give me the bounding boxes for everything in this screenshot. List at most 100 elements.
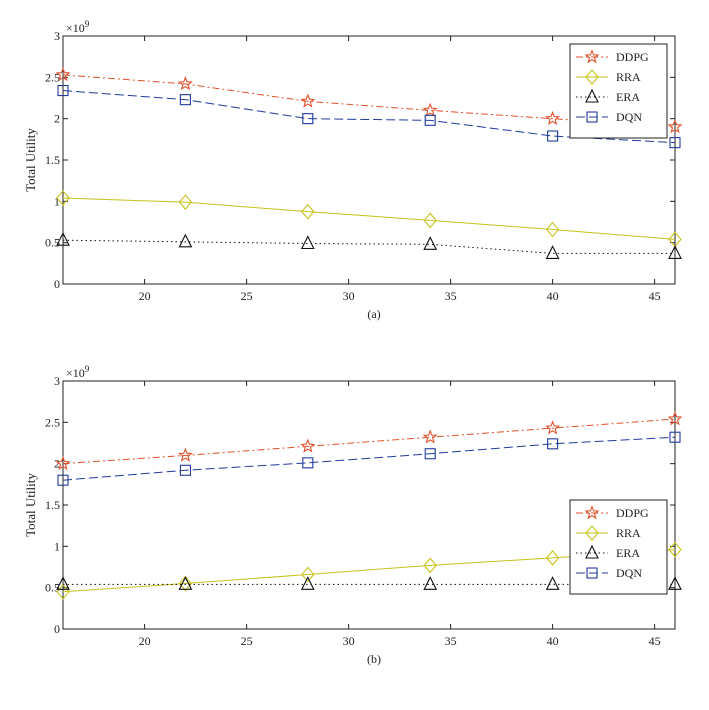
data-point-dqn-square-marker bbox=[302, 457, 314, 469]
legend-box bbox=[569, 499, 668, 595]
series-ddpg bbox=[55, 411, 683, 471]
data-point-ddpg-star-marker bbox=[667, 411, 683, 426]
y-axis-label: Total Utility bbox=[23, 128, 38, 192]
data-point-dqn-square-marker bbox=[57, 85, 69, 97]
data-point-rra-diamond-marker bbox=[423, 212, 437, 229]
data-point-era-triangle-marker bbox=[423, 576, 438, 590]
data-point-era-triangle-marker bbox=[545, 576, 560, 590]
y-exponent: 9 bbox=[85, 364, 90, 374]
data-point-ddpg-star-marker bbox=[177, 76, 193, 91]
subplot-a: 20 25 30 35 40 45 0 0.5 1 1.5 2 2.5 3 ×109 Total Utili… bbox=[23, 19, 683, 321]
data-point-rra-diamond-marker bbox=[301, 566, 315, 583]
data-point-era-triangle-marker bbox=[668, 576, 682, 590]
data-point-era-triangle-marker bbox=[668, 245, 682, 259]
y-tick-label: 0.5 bbox=[45, 236, 60, 250]
data-point-ddpg-star-marker bbox=[545, 420, 561, 435]
y-tick-label: 0 bbox=[54, 277, 60, 291]
series-rra bbox=[56, 190, 682, 248]
legend-label: DDPG bbox=[616, 50, 649, 64]
data-point-ddpg-star-marker bbox=[55, 455, 71, 471]
legend-label: DQN bbox=[616, 566, 642, 580]
legend-label: DQN bbox=[616, 110, 642, 124]
data-point-rra-diamond-marker bbox=[301, 203, 315, 220]
data-point-ddpg-star-marker bbox=[300, 93, 316, 108]
data-point-era-triangle-marker bbox=[56, 231, 70, 246]
x-tick-label: 20 bbox=[139, 634, 151, 648]
y-tick-label: 2.5 bbox=[45, 70, 60, 84]
series-line-rra bbox=[62, 197, 676, 240]
legend-star-marker bbox=[584, 505, 600, 520]
data-point-era-triangle-marker bbox=[56, 576, 70, 590]
legend-square-marker bbox=[586, 111, 598, 123]
y-tick-label: 3 bbox=[54, 29, 60, 43]
x-tick-label: 40 bbox=[547, 289, 559, 303]
x-tick-label: 20 bbox=[139, 289, 151, 303]
y-axis-label: Total Utility bbox=[23, 473, 38, 537]
legend: DDPG RRA ERA DQN bbox=[569, 499, 668, 595]
data-point-ddpg-star-marker bbox=[55, 67, 71, 82]
x-tick-label: 45 bbox=[649, 634, 661, 648]
y-tick-label: 0.5 bbox=[45, 581, 60, 595]
legend-triangle-marker bbox=[585, 88, 599, 103]
x-tick-label: 45 bbox=[649, 289, 661, 303]
legend-label: RRA bbox=[616, 526, 641, 540]
legend-diamond-marker bbox=[585, 525, 599, 541]
data-point-dqn-square-marker bbox=[424, 114, 436, 126]
legend-label: RRA bbox=[616, 70, 641, 84]
legend-label: DDPG bbox=[616, 506, 649, 520]
legend-star-marker bbox=[584, 49, 600, 64]
data-point-dqn-square-marker bbox=[547, 130, 559, 142]
x-tick-label: 30 bbox=[343, 634, 355, 648]
data-point-era-triangle-marker bbox=[300, 235, 315, 250]
x-tick-label: 40 bbox=[547, 634, 559, 648]
data-point-dqn-square-marker bbox=[57, 474, 69, 486]
legend-diamond-marker bbox=[585, 69, 599, 85]
y-tick-label: 1 bbox=[54, 194, 60, 208]
legend-label: ERA bbox=[616, 546, 640, 560]
data-point-rra-diamond-marker bbox=[545, 221, 560, 238]
series-era bbox=[56, 231, 682, 259]
data-point-dqn-square-marker bbox=[179, 464, 191, 476]
legend-square-marker bbox=[586, 567, 598, 579]
data-point-ddpg-star-marker bbox=[667, 119, 683, 134]
data-point-ddpg-star-marker bbox=[422, 102, 438, 117]
subplot-b: 20 25 30 35 40 45 0 0.5 1 1.5 2 2.5 3 ×109 Total Utili… bbox=[23, 364, 683, 666]
data-point-ddpg-star-marker bbox=[300, 438, 316, 453]
legend-box bbox=[569, 43, 668, 139]
data-point-era-triangle-marker bbox=[545, 245, 560, 259]
data-point-rra-diamond-marker bbox=[178, 194, 193, 211]
y-tick-label: 0 bbox=[54, 622, 60, 636]
subplot-caption: (b) bbox=[367, 652, 381, 666]
data-point-ddpg-star-marker bbox=[422, 429, 438, 444]
data-point-rra-diamond-marker bbox=[668, 541, 682, 558]
data-point-dqn-square-marker bbox=[547, 438, 559, 450]
legend: DDPG RRA ERA DQN bbox=[569, 43, 668, 139]
data-point-era-triangle-marker bbox=[423, 236, 438, 250]
data-point-dqn-square-marker bbox=[424, 448, 436, 460]
x-tick-label: 30 bbox=[343, 289, 355, 303]
data-point-era-triangle-marker bbox=[178, 576, 193, 590]
data-point-era-triangle-marker bbox=[300, 576, 315, 590]
y-tick-label: 1.5 bbox=[45, 498, 60, 512]
y-tick-label: 1 bbox=[54, 539, 60, 553]
subplot-caption: (a) bbox=[367, 307, 380, 321]
data-point-ddpg-star-marker bbox=[545, 110, 561, 126]
series-dqn bbox=[57, 431, 681, 486]
data-point-era-triangle-marker bbox=[178, 233, 193, 248]
legend-label: ERA bbox=[616, 90, 640, 104]
y-tick-label: 2 bbox=[54, 112, 60, 126]
x-tick-label: 25 bbox=[241, 289, 253, 303]
data-point-dqn-square-marker bbox=[669, 431, 681, 443]
x-tick-label: 25 bbox=[241, 634, 253, 648]
y-exponent: 9 bbox=[85, 19, 90, 29]
y-multiplier-label: ×109 bbox=[66, 19, 90, 35]
series-line-ddpg bbox=[62, 418, 676, 465]
legend-triangle-marker bbox=[585, 544, 599, 559]
data-point-dqn-square-marker bbox=[669, 137, 681, 149]
data-point-ddpg-star-marker bbox=[177, 447, 193, 462]
series-line-era bbox=[62, 239, 675, 254]
data-point-rra-diamond-marker bbox=[423, 557, 437, 574]
data-point-rra-diamond-marker bbox=[545, 550, 560, 566]
